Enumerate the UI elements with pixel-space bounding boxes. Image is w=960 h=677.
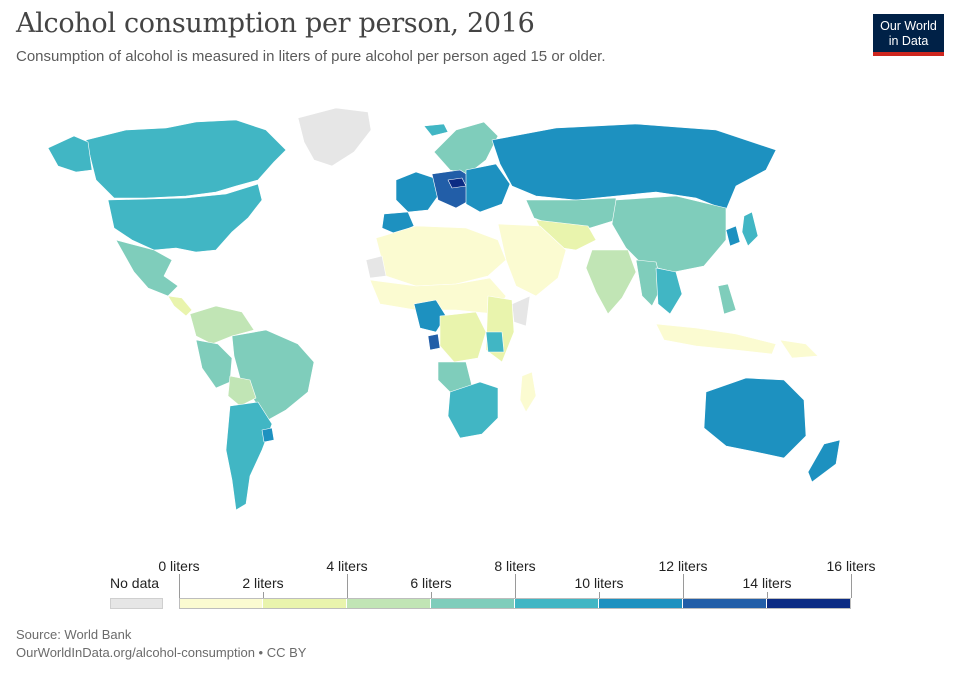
country-western-europe[interactable] bbox=[395, 171, 439, 213]
country-uganda[interactable] bbox=[485, 331, 505, 353]
legend-bin-2[interactable] bbox=[347, 598, 431, 609]
legend-tick-line bbox=[431, 592, 432, 598]
logo-line-1: Our World bbox=[880, 19, 937, 33]
country-peru[interactable] bbox=[195, 339, 233, 389]
legend-tick-line bbox=[179, 574, 180, 598]
owid-logo[interactable]: Our World in Data bbox=[873, 14, 944, 56]
country-mexico[interactable] bbox=[115, 239, 179, 297]
legend-tick-label: 6 liters bbox=[410, 575, 452, 591]
country-russia[interactable] bbox=[491, 123, 777, 211]
legend-tick-label: 2 liters bbox=[242, 575, 284, 591]
country-kazakhstan[interactable] bbox=[525, 197, 617, 229]
color-legend: No data 0 liters 4 liters 8 liters 12 liter… bbox=[0, 552, 960, 622]
legend-tick-label: 8 liters bbox=[494, 558, 536, 574]
country-central-america[interactable] bbox=[167, 295, 193, 317]
legend-tick-label: 4 liters bbox=[326, 558, 368, 574]
legend-tick-label: 0 liters bbox=[158, 558, 200, 574]
country-new-zealand[interactable] bbox=[807, 439, 841, 483]
country-canada[interactable] bbox=[85, 119, 287, 199]
legend-bin-3[interactable] bbox=[431, 598, 515, 609]
no-data-swatch bbox=[110, 598, 163, 609]
legend-bin-5[interactable] bbox=[599, 598, 683, 609]
legend-tick-label: 10 liters bbox=[574, 575, 624, 591]
country-southern-africa[interactable] bbox=[447, 381, 499, 439]
country-india[interactable] bbox=[585, 249, 637, 315]
country-alaska[interactable] bbox=[47, 135, 93, 173]
legend-tick-line bbox=[515, 574, 516, 598]
legend-bin-1[interactable] bbox=[263, 598, 347, 609]
no-data-label: No data bbox=[110, 575, 160, 591]
country-somalia[interactable] bbox=[511, 295, 531, 327]
legend-bin-0[interactable] bbox=[179, 598, 263, 609]
legend-tick-label: 16 liters bbox=[826, 558, 876, 574]
country-bolivia[interactable] bbox=[227, 375, 257, 407]
legend-bin-4[interactable] bbox=[515, 598, 599, 609]
legend-tick-line bbox=[767, 592, 768, 598]
country-indonesia[interactable] bbox=[655, 323, 777, 355]
legend-bin-frame bbox=[179, 598, 851, 609]
country-philippines[interactable] bbox=[717, 283, 737, 315]
legend-tick-line bbox=[599, 592, 600, 598]
legend-tick-label: 12 liters bbox=[658, 558, 708, 574]
legend-tick-line bbox=[851, 574, 852, 598]
country-usa[interactable] bbox=[107, 183, 263, 253]
country-papua[interactable] bbox=[779, 339, 819, 359]
country-japan[interactable] bbox=[741, 211, 759, 247]
country-australia[interactable] bbox=[703, 377, 807, 459]
country-north-africa[interactable] bbox=[375, 225, 507, 287]
country-central-africa[interactable] bbox=[439, 311, 487, 363]
country-eastern-europe[interactable] bbox=[465, 163, 511, 213]
legend-tick-line bbox=[683, 574, 684, 598]
legend-tick-line bbox=[263, 592, 264, 598]
country-middle-east[interactable] bbox=[497, 223, 567, 297]
country-uruguay[interactable] bbox=[261, 427, 275, 443]
country-gabon[interactable] bbox=[427, 333, 441, 351]
country-china-mongolia[interactable] bbox=[611, 195, 727, 273]
country-myanmar-thailand[interactable] bbox=[635, 259, 663, 307]
source-note: Source: World Bank bbox=[16, 627, 132, 642]
logo-line-2: in Data bbox=[888, 34, 929, 48]
country-colombia-venezuela[interactable] bbox=[189, 305, 255, 345]
country-madagascar[interactable] bbox=[519, 371, 537, 413]
country-west-sahara[interactable] bbox=[365, 255, 387, 279]
chart-title: Alcohol consumption per person, 2016 bbox=[16, 8, 535, 39]
country-korea[interactable] bbox=[725, 225, 741, 247]
source-url[interactable]: OurWorldInData.org/alcohol-consumption •… bbox=[16, 645, 307, 660]
chart-subtitle: Consumption of alcohol is measured in li… bbox=[16, 48, 606, 65]
country-greenland[interactable] bbox=[297, 107, 372, 167]
country-iceland[interactable] bbox=[423, 123, 449, 137]
country-southeast-asia[interactable] bbox=[655, 267, 683, 315]
country-scandinavia[interactable] bbox=[433, 121, 499, 175]
legend-tick-label: 14 liters bbox=[742, 575, 792, 591]
world-map bbox=[47, 107, 841, 511]
legend-bin-6[interactable] bbox=[683, 598, 767, 609]
country-argentina-chile[interactable] bbox=[225, 401, 273, 511]
legend-tick-line bbox=[347, 574, 348, 598]
